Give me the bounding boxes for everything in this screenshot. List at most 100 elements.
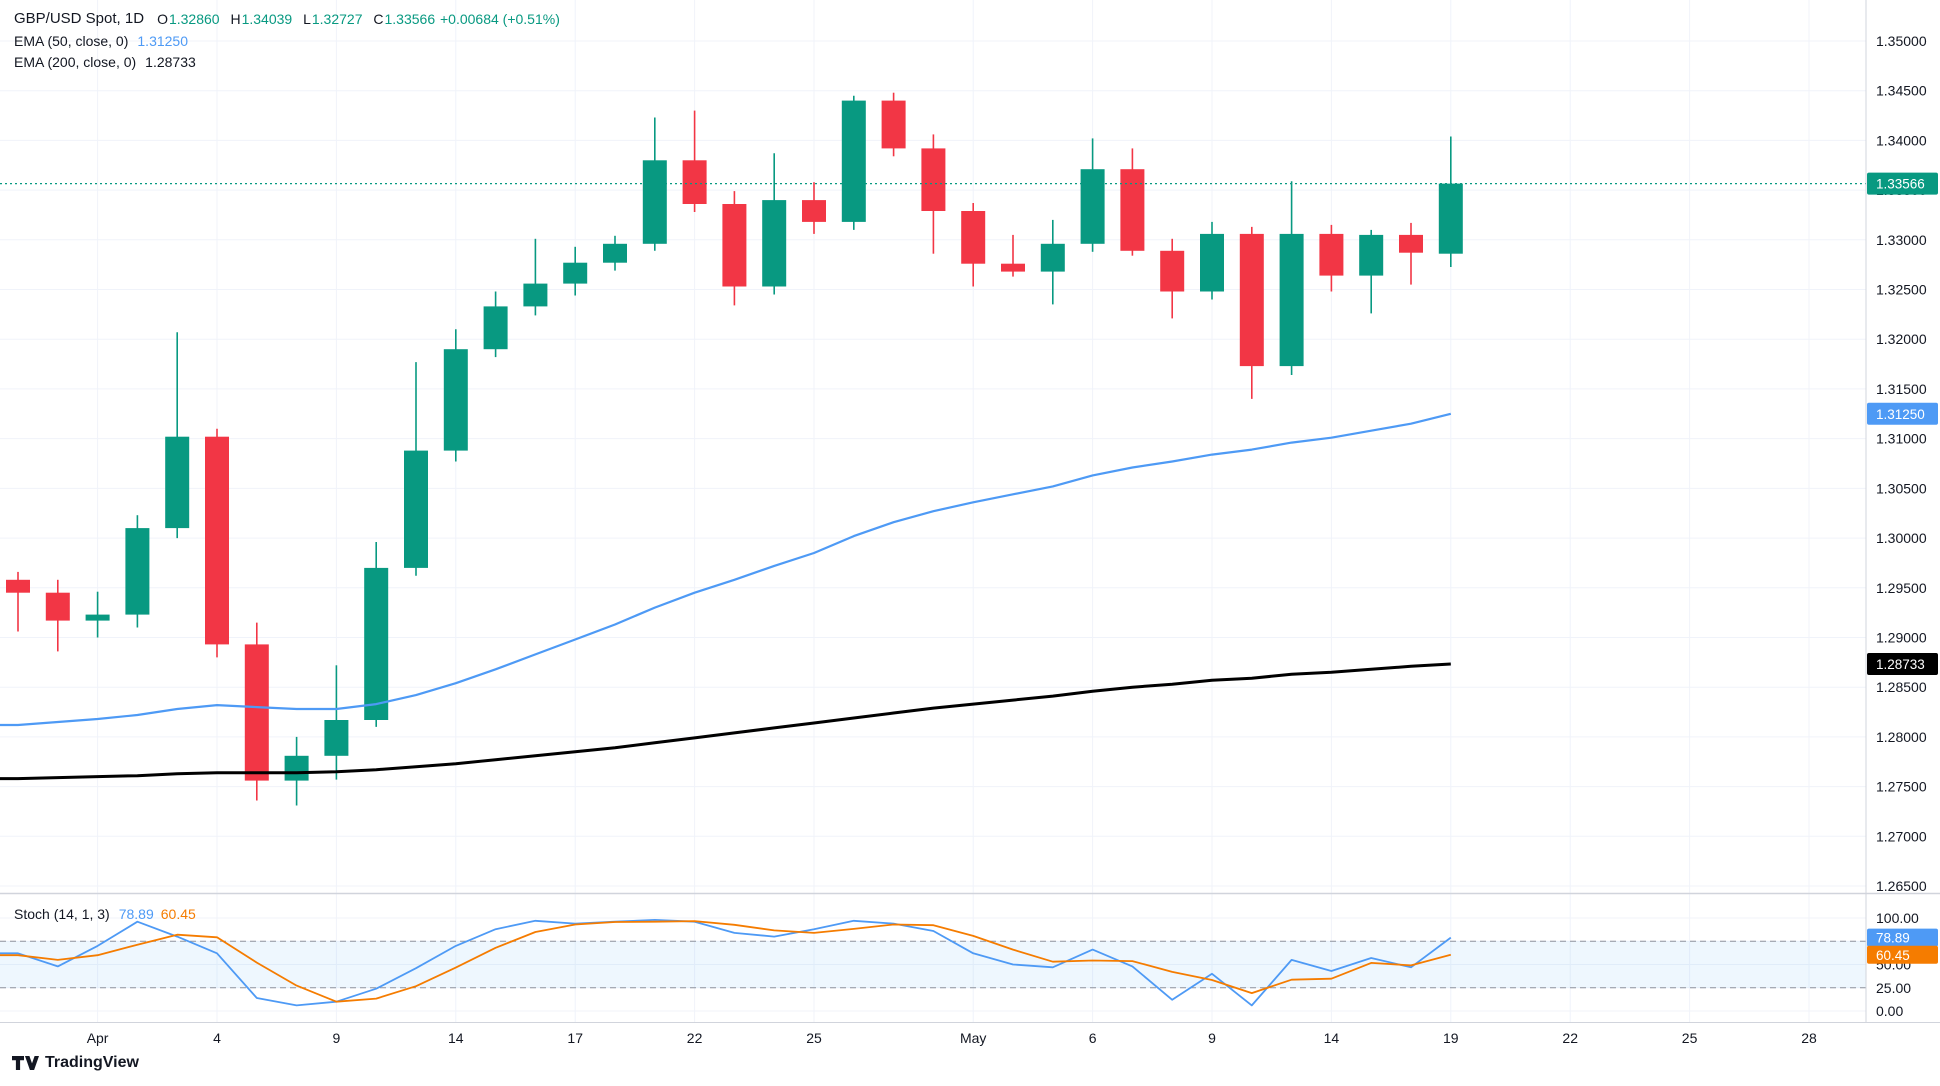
indicator-legend-ema50[interactable]: EMA (50, close, 0) 1.31250 <box>14 33 188 49</box>
candle-body <box>125 528 150 615</box>
candle-body <box>1001 263 1025 272</box>
candle-body <box>1239 233 1264 367</box>
svg-text:28: 28 <box>1801 1030 1817 1046</box>
svg-text:100.00: 100.00 <box>1876 910 1919 926</box>
ema50-line <box>0 412 1452 727</box>
ema200-label: EMA (200, close, 0) <box>14 54 137 70</box>
stoch-d-line <box>0 920 1452 1003</box>
ema50-value: 1.31250 <box>137 33 188 49</box>
candle-body <box>881 100 906 149</box>
svg-text:1.26500: 1.26500 <box>1876 878 1927 894</box>
svg-text:60.45: 60.45 <box>1876 948 1910 963</box>
ema50-label: EMA (50, close, 0) <box>14 33 129 49</box>
open-label: O <box>157 10 168 27</box>
svg-text:25: 25 <box>806 1030 822 1046</box>
svg-text:1.28500: 1.28500 <box>1876 679 1927 695</box>
candle-body <box>364 567 389 720</box>
symbol-title[interactable]: GBP/USD Spot, 1D <box>14 10 145 27</box>
candle-body <box>85 614 110 621</box>
candle-body <box>1319 233 1344 276</box>
svg-text:1.33566: 1.33566 <box>1876 177 1925 192</box>
candle-body <box>324 720 349 756</box>
svg-text:17: 17 <box>567 1030 583 1046</box>
open-value: 1.32860 <box>168 10 220 27</box>
svg-text:22: 22 <box>1562 1030 1578 1046</box>
svg-text:1.34000: 1.34000 <box>1876 132 1927 148</box>
svg-text:9: 9 <box>1208 1030 1216 1046</box>
candle-body <box>284 755 309 781</box>
svg-text:1.28733: 1.28733 <box>1876 657 1925 672</box>
change-value: +0.00684 (+0.51%) <box>440 10 560 27</box>
svg-text:1.32500: 1.32500 <box>1876 282 1927 298</box>
candle-body <box>802 200 826 222</box>
svg-text:0.00: 0.00 <box>1876 1003 1903 1019</box>
ema200-badge <box>1867 653 1938 675</box>
time-axis[interactable]: Apr 4 9 14 17 22 25 May 6 9 14 19 22 25 28 <box>87 1030 1817 1046</box>
svg-text:25.00: 25.00 <box>1876 980 1911 996</box>
candle-body <box>1200 233 1224 292</box>
svg-text:1.35000: 1.35000 <box>1876 33 1927 49</box>
svg-text:1.34500: 1.34500 <box>1876 83 1927 99</box>
indicator-legend-stoch[interactable]: Stoch (14, 1, 3) 78.89 60.45 <box>14 906 196 922</box>
candle-body <box>1160 250 1185 292</box>
high-value: 1.34039 <box>241 10 293 27</box>
svg-text:78.89: 78.89 <box>1876 931 1910 946</box>
svg-text:1.30500: 1.30500 <box>1876 480 1927 496</box>
svg-text:1.31000: 1.31000 <box>1876 431 1927 447</box>
candle-body <box>722 204 747 287</box>
stoch-band <box>0 940 1866 989</box>
tradingview-logo-text: TradingView <box>45 1054 139 1071</box>
candle-body <box>682 160 707 204</box>
stoch-k-value: 78.89 <box>118 906 154 922</box>
close-label: C <box>373 10 384 27</box>
stoch-d-value: 60.45 <box>160 906 196 922</box>
candle-body <box>1279 233 1304 367</box>
tradingview-logo[interactable]: TradingView <box>12 1054 139 1072</box>
candle-body <box>921 148 946 211</box>
svg-text:1.27500: 1.27500 <box>1876 779 1927 795</box>
candle-body <box>404 450 428 568</box>
candle-body <box>642 160 667 244</box>
svg-text:19: 19 <box>1443 1030 1459 1046</box>
stoch-k-badge <box>1867 928 1938 947</box>
svg-text:1.27000: 1.27000 <box>1876 828 1927 844</box>
svg-text:May: May <box>960 1030 986 1046</box>
candle-body <box>443 349 468 451</box>
candle-body <box>205 436 229 645</box>
svg-text:1.31250: 1.31250 <box>1876 407 1925 422</box>
candle-body <box>45 592 70 621</box>
svg-text:1.31500: 1.31500 <box>1876 381 1927 397</box>
svg-text:4: 4 <box>213 1030 221 1046</box>
ema50-badge <box>1867 402 1938 425</box>
candle-body <box>1359 234 1384 276</box>
svg-text:14: 14 <box>1324 1030 1340 1046</box>
low-label: L <box>303 10 311 27</box>
candle-body <box>1120 169 1145 251</box>
svg-text:9: 9 <box>333 1030 341 1046</box>
candle-body <box>6 579 30 593</box>
stoch-d-badge <box>1867 945 1938 964</box>
candlesticks <box>6 92 1463 806</box>
high-label: H <box>230 10 241 27</box>
indicator-legend-ema200[interactable]: EMA (200, close, 0) 1.28733 <box>14 54 196 70</box>
candle-body <box>1399 234 1423 253</box>
candle-body <box>244 644 269 781</box>
low-value: 1.32727 <box>311 10 363 27</box>
svg-text:1.33000: 1.33000 <box>1876 232 1927 248</box>
ohlc-values: O1.32860 H1.34039 L1.32727 C1.33566 +0.0… <box>150 11 560 27</box>
symbol-legend[interactable]: GBP/USD Spot, 1D O1.32860 H1.34039 L1.32… <box>14 10 560 27</box>
close-value: 1.33566 <box>384 10 436 27</box>
candle-body <box>1040 243 1065 272</box>
ema200-line <box>0 662 1451 781</box>
candle-body <box>603 243 627 263</box>
svg-text:1.32000: 1.32000 <box>1876 331 1927 347</box>
ema200-value: 1.28733 <box>145 54 196 70</box>
price-badges: 1.33566 1.31250 1.28733 78.89 60.45 <box>1867 172 1938 964</box>
candle-body <box>841 100 866 222</box>
svg-text:22: 22 <box>687 1030 703 1046</box>
last-price-badge <box>1867 172 1938 195</box>
svg-text:14: 14 <box>448 1030 464 1046</box>
svg-text:1.28000: 1.28000 <box>1876 729 1927 745</box>
